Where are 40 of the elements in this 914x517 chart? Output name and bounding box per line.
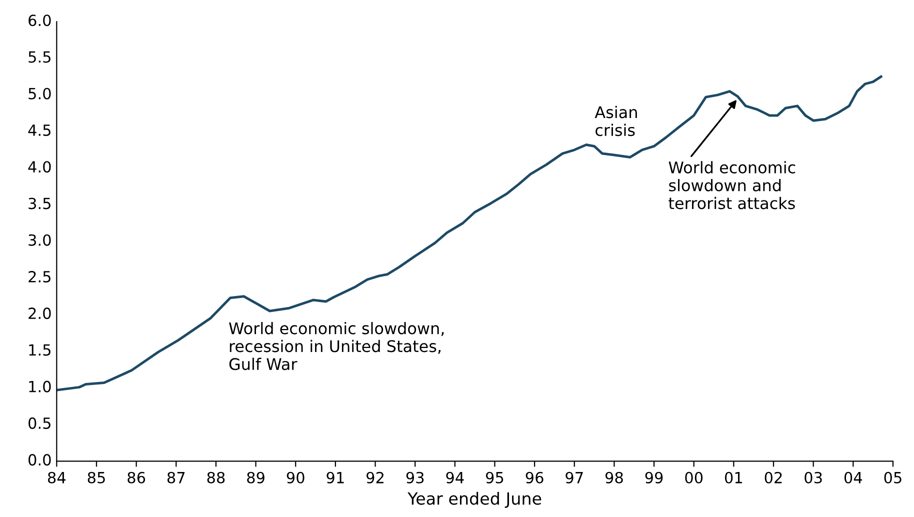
x-tick-label: 84 <box>48 472 66 484</box>
y-tick-label: 6.0 <box>28 14 51 26</box>
x-axis-title: Year ended June <box>408 492 542 508</box>
y-tick-label: 4.0 <box>28 161 51 173</box>
y-tick-label: 5.5 <box>28 51 50 63</box>
annotation: World economic slowdown and terrorist attacks <box>668 161 796 210</box>
x-tick-label: 05 <box>884 472 902 484</box>
x-tick-label: 98 <box>605 472 623 484</box>
x-tick-label: 96 <box>526 472 544 484</box>
y-tick-label: 0.5 <box>28 417 50 429</box>
line-series <box>56 75 882 392</box>
x-tick-label: 99 <box>645 472 663 484</box>
x-tick-label: 86 <box>128 472 146 484</box>
y-tick-label: 5.0 <box>28 88 51 100</box>
x-tick-label: 93 <box>406 472 424 484</box>
y-tick-label: 2.5 <box>28 270 50 282</box>
x-tick-label: 02 <box>764 472 782 484</box>
x-tick-label: 90 <box>286 472 304 484</box>
annotation: Asian crisis <box>594 106 637 136</box>
x-tick-label: 85 <box>88 472 105 484</box>
x-tick-label: 97 <box>566 472 583 484</box>
y-tick-label: 3.0 <box>28 234 51 246</box>
x-tick-label: 88 <box>207 472 225 484</box>
x-tick-label: 89 <box>247 472 264 484</box>
x-tick-label: 92 <box>366 472 384 484</box>
x-tick-label: 87 <box>167 472 185 484</box>
y-tick-label: 1.5 <box>29 344 50 356</box>
annotation: World economic slowdown, recession in United States, Gulf War <box>229 322 444 370</box>
x-tick-label: 03 <box>804 472 822 484</box>
x-tick-label: 00 <box>685 472 703 484</box>
x-tick-label: 04 <box>844 472 862 484</box>
y-tick-label: 1.0 <box>29 380 51 392</box>
y-tick-label: 0.0 <box>28 454 51 466</box>
x-tick-label: 91 <box>326 472 344 484</box>
x-tick-label: 95 <box>486 472 504 484</box>
y-tick-label: 4.5 <box>28 124 50 136</box>
y-tick-label: 3.5 <box>28 198 50 210</box>
x-tick-label: 94 <box>446 472 464 484</box>
x-tick-label: 01 <box>724 472 742 484</box>
y-tick-label: 2.0 <box>28 308 51 320</box>
